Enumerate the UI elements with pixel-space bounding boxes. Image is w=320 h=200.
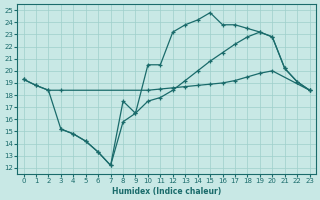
X-axis label: Humidex (Indice chaleur): Humidex (Indice chaleur) xyxy=(112,187,221,196)
